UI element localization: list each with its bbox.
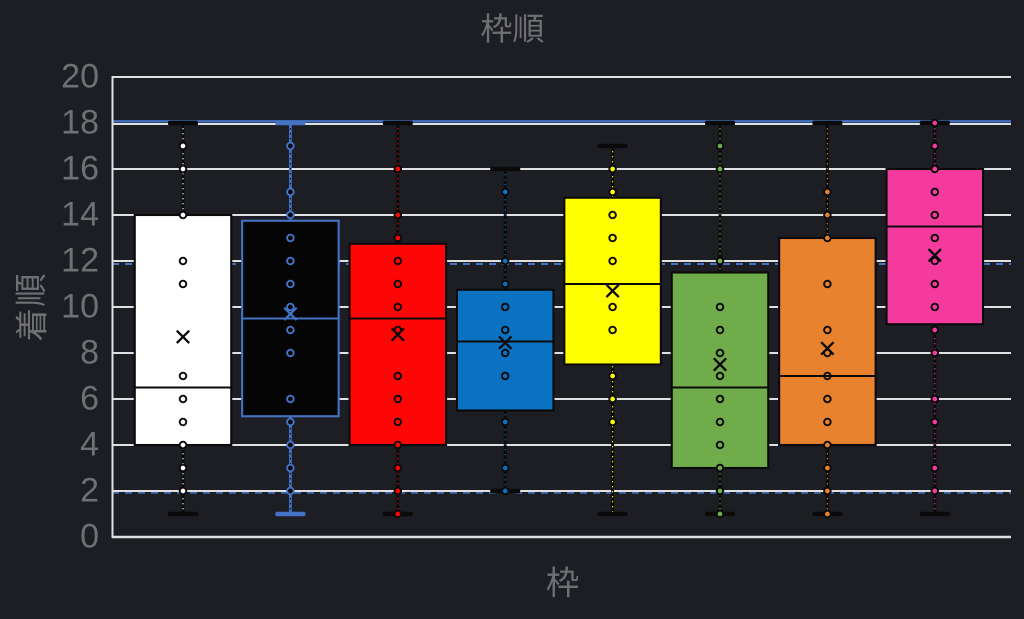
svg-text:14: 14 [61,196,99,234]
svg-text:4: 4 [80,426,99,464]
svg-text:12: 12 [61,242,99,280]
svg-text:0: 0 [80,518,99,556]
svg-text:8: 8 [80,334,99,372]
svg-text:10: 10 [61,288,99,326]
svg-text:2: 2 [80,472,99,510]
svg-text:20: 20 [61,58,99,96]
svg-text:18: 18 [61,104,99,142]
svg-text:6: 6 [80,380,99,418]
svg-text:16: 16 [61,150,99,188]
